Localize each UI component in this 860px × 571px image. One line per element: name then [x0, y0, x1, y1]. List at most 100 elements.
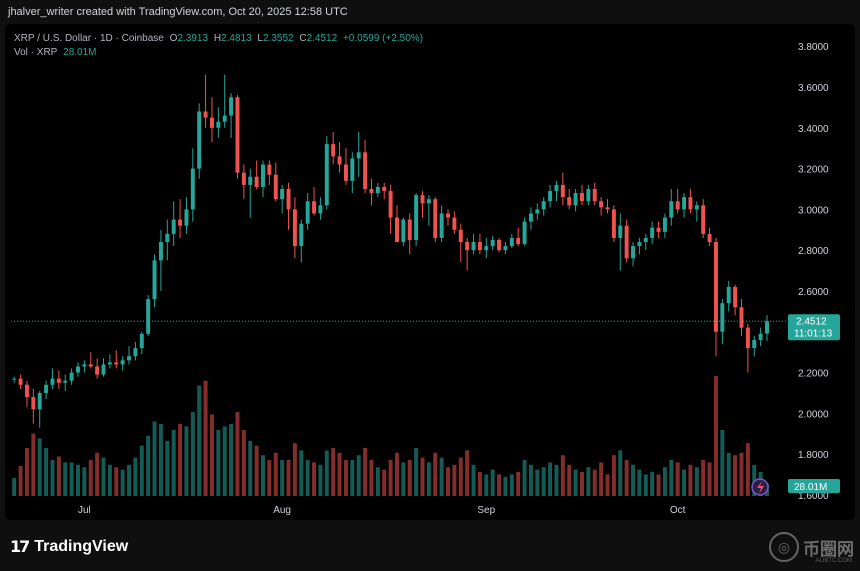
candle-body[interactable]: [637, 242, 642, 247]
candle-body[interactable]: [312, 201, 317, 214]
candle-body[interactable]: [184, 209, 189, 226]
legend-volume-label[interactable]: Vol · XRP: [14, 47, 58, 58]
candle-body[interactable]: [471, 242, 476, 251]
candle-body[interactable]: [286, 189, 291, 210]
candle-body[interactable]: [305, 201, 310, 224]
candle-body[interactable]: [178, 219, 183, 226]
candle-body[interactable]: [331, 144, 336, 157]
candle-body[interactable]: [554, 184, 559, 192]
candle-body[interactable]: [707, 233, 712, 243]
candle-body[interactable]: [656, 227, 661, 232]
price-chart[interactable]: 3.8000 3.6000 3.4000 3.2000 3.0000 2.8000 2.60…: [5, 24, 855, 520]
candle-body[interactable]: [650, 227, 655, 238]
candle-body[interactable]: [624, 225, 629, 259]
candle-body[interactable]: [165, 233, 170, 243]
candle-body[interactable]: [69, 372, 74, 381]
candle-body[interactable]: [694, 205, 699, 210]
candle-body[interactable]: [146, 299, 151, 334]
candle-body[interactable]: [739, 307, 744, 328]
candle-body[interactable]: [631, 246, 636, 259]
candle-body[interactable]: [363, 152, 368, 189]
candle-body[interactable]: [292, 209, 297, 247]
candle-body[interactable]: [343, 164, 348, 181]
candle-body[interactable]: [324, 144, 329, 206]
candle-body[interactable]: [171, 219, 176, 234]
candle-body[interactable]: [203, 111, 208, 118]
candle-body[interactable]: [573, 193, 578, 206]
candle-body[interactable]: [580, 193, 584, 202]
candle-body[interactable]: [139, 333, 144, 349]
candle-body[interactable]: [752, 339, 757, 349]
candle-body[interactable]: [503, 246, 508, 251]
candle-body[interactable]: [726, 286, 731, 304]
candle-body[interactable]: [662, 217, 667, 232]
candle-body[interactable]: [356, 152, 361, 159]
candle-body[interactable]: [426, 199, 431, 204]
candle-body[interactable]: [299, 223, 304, 247]
candle-body[interactable]: [586, 189, 591, 202]
candle-body[interactable]: [688, 197, 693, 210]
candle-body[interactable]: [31, 397, 36, 410]
candle-body[interactable]: [765, 321, 769, 334]
candle-body[interactable]: [675, 201, 680, 210]
candle-body[interactable]: [720, 303, 725, 332]
candle-body[interactable]: [439, 213, 444, 238]
candle-body[interactable]: [458, 229, 463, 243]
candle-body[interactable]: [56, 378, 61, 383]
candle-body[interactable]: [682, 197, 687, 210]
candle-body[interactable]: [133, 348, 138, 357]
candle-body[interactable]: [37, 392, 42, 410]
chart-panel[interactable]: 3.8000 3.6000 3.4000 3.2000 3.0000 2.8000 2.60…: [5, 24, 855, 520]
candle-body[interactable]: [235, 97, 240, 173]
candle-body[interactable]: [465, 242, 470, 251]
candle-body[interactable]: [420, 195, 425, 204]
candle-body[interactable]: [241, 172, 246, 185]
candle-body[interactable]: [18, 378, 23, 385]
candle-body[interactable]: [497, 239, 502, 251]
lightning-event-icon[interactable]: [751, 478, 769, 496]
candle-body[interactable]: [50, 378, 55, 385]
candle-body[interactable]: [560, 184, 565, 198]
candle-body[interactable]: [209, 117, 214, 128]
candle-body[interactable]: [248, 176, 253, 185]
candle-body[interactable]: [82, 364, 87, 367]
candle-body[interactable]: [120, 360, 125, 365]
candle-body[interactable]: [484, 246, 489, 251]
candle-body[interactable]: [548, 191, 553, 202]
candle-body[interactable]: [382, 186, 387, 192]
candle-body[interactable]: [229, 97, 234, 116]
candle-body[interactable]: [101, 364, 106, 375]
candle-body[interactable]: [254, 176, 259, 187]
candle-body[interactable]: [541, 201, 546, 210]
candle-body[interactable]: [477, 242, 482, 251]
candle-body[interactable]: [369, 189, 374, 194]
candle-body[interactable]: [388, 191, 393, 218]
candle-body[interactable]: [337, 156, 342, 165]
candle-body[interactable]: [273, 174, 278, 200]
candle-body[interactable]: [669, 201, 674, 218]
candle-body[interactable]: [95, 366, 100, 375]
candle-body[interactable]: [44, 384, 49, 393]
candle-body[interactable]: [745, 327, 750, 349]
candle-body[interactable]: [446, 213, 450, 218]
candle-body[interactable]: [414, 195, 419, 240]
candle-body[interactable]: [605, 207, 610, 210]
candle-body[interactable]: [567, 197, 572, 206]
candle-body[interactable]: [158, 242, 163, 261]
candle-body[interactable]: [701, 205, 706, 234]
candle-body[interactable]: [197, 111, 202, 169]
candle-body[interactable]: [433, 199, 438, 238]
candle-body[interactable]: [592, 189, 597, 202]
candle-body[interactable]: [127, 356, 132, 361]
candle-body[interactable]: [509, 237, 514, 247]
candle-body[interactable]: [401, 219, 406, 243]
candle-body[interactable]: [350, 158, 355, 181]
candle-body[interactable]: [267, 164, 272, 175]
candle-body[interactable]: [107, 362, 112, 365]
candle-body[interactable]: [280, 189, 285, 200]
candle-body[interactable]: [528, 213, 533, 222]
candle-body[interactable]: [535, 209, 540, 214]
candle-body[interactable]: [375, 186, 380, 194]
candle-body[interactable]: [490, 239, 495, 247]
tradingview-logo[interactable]: 17 TradingView: [10, 537, 128, 556]
